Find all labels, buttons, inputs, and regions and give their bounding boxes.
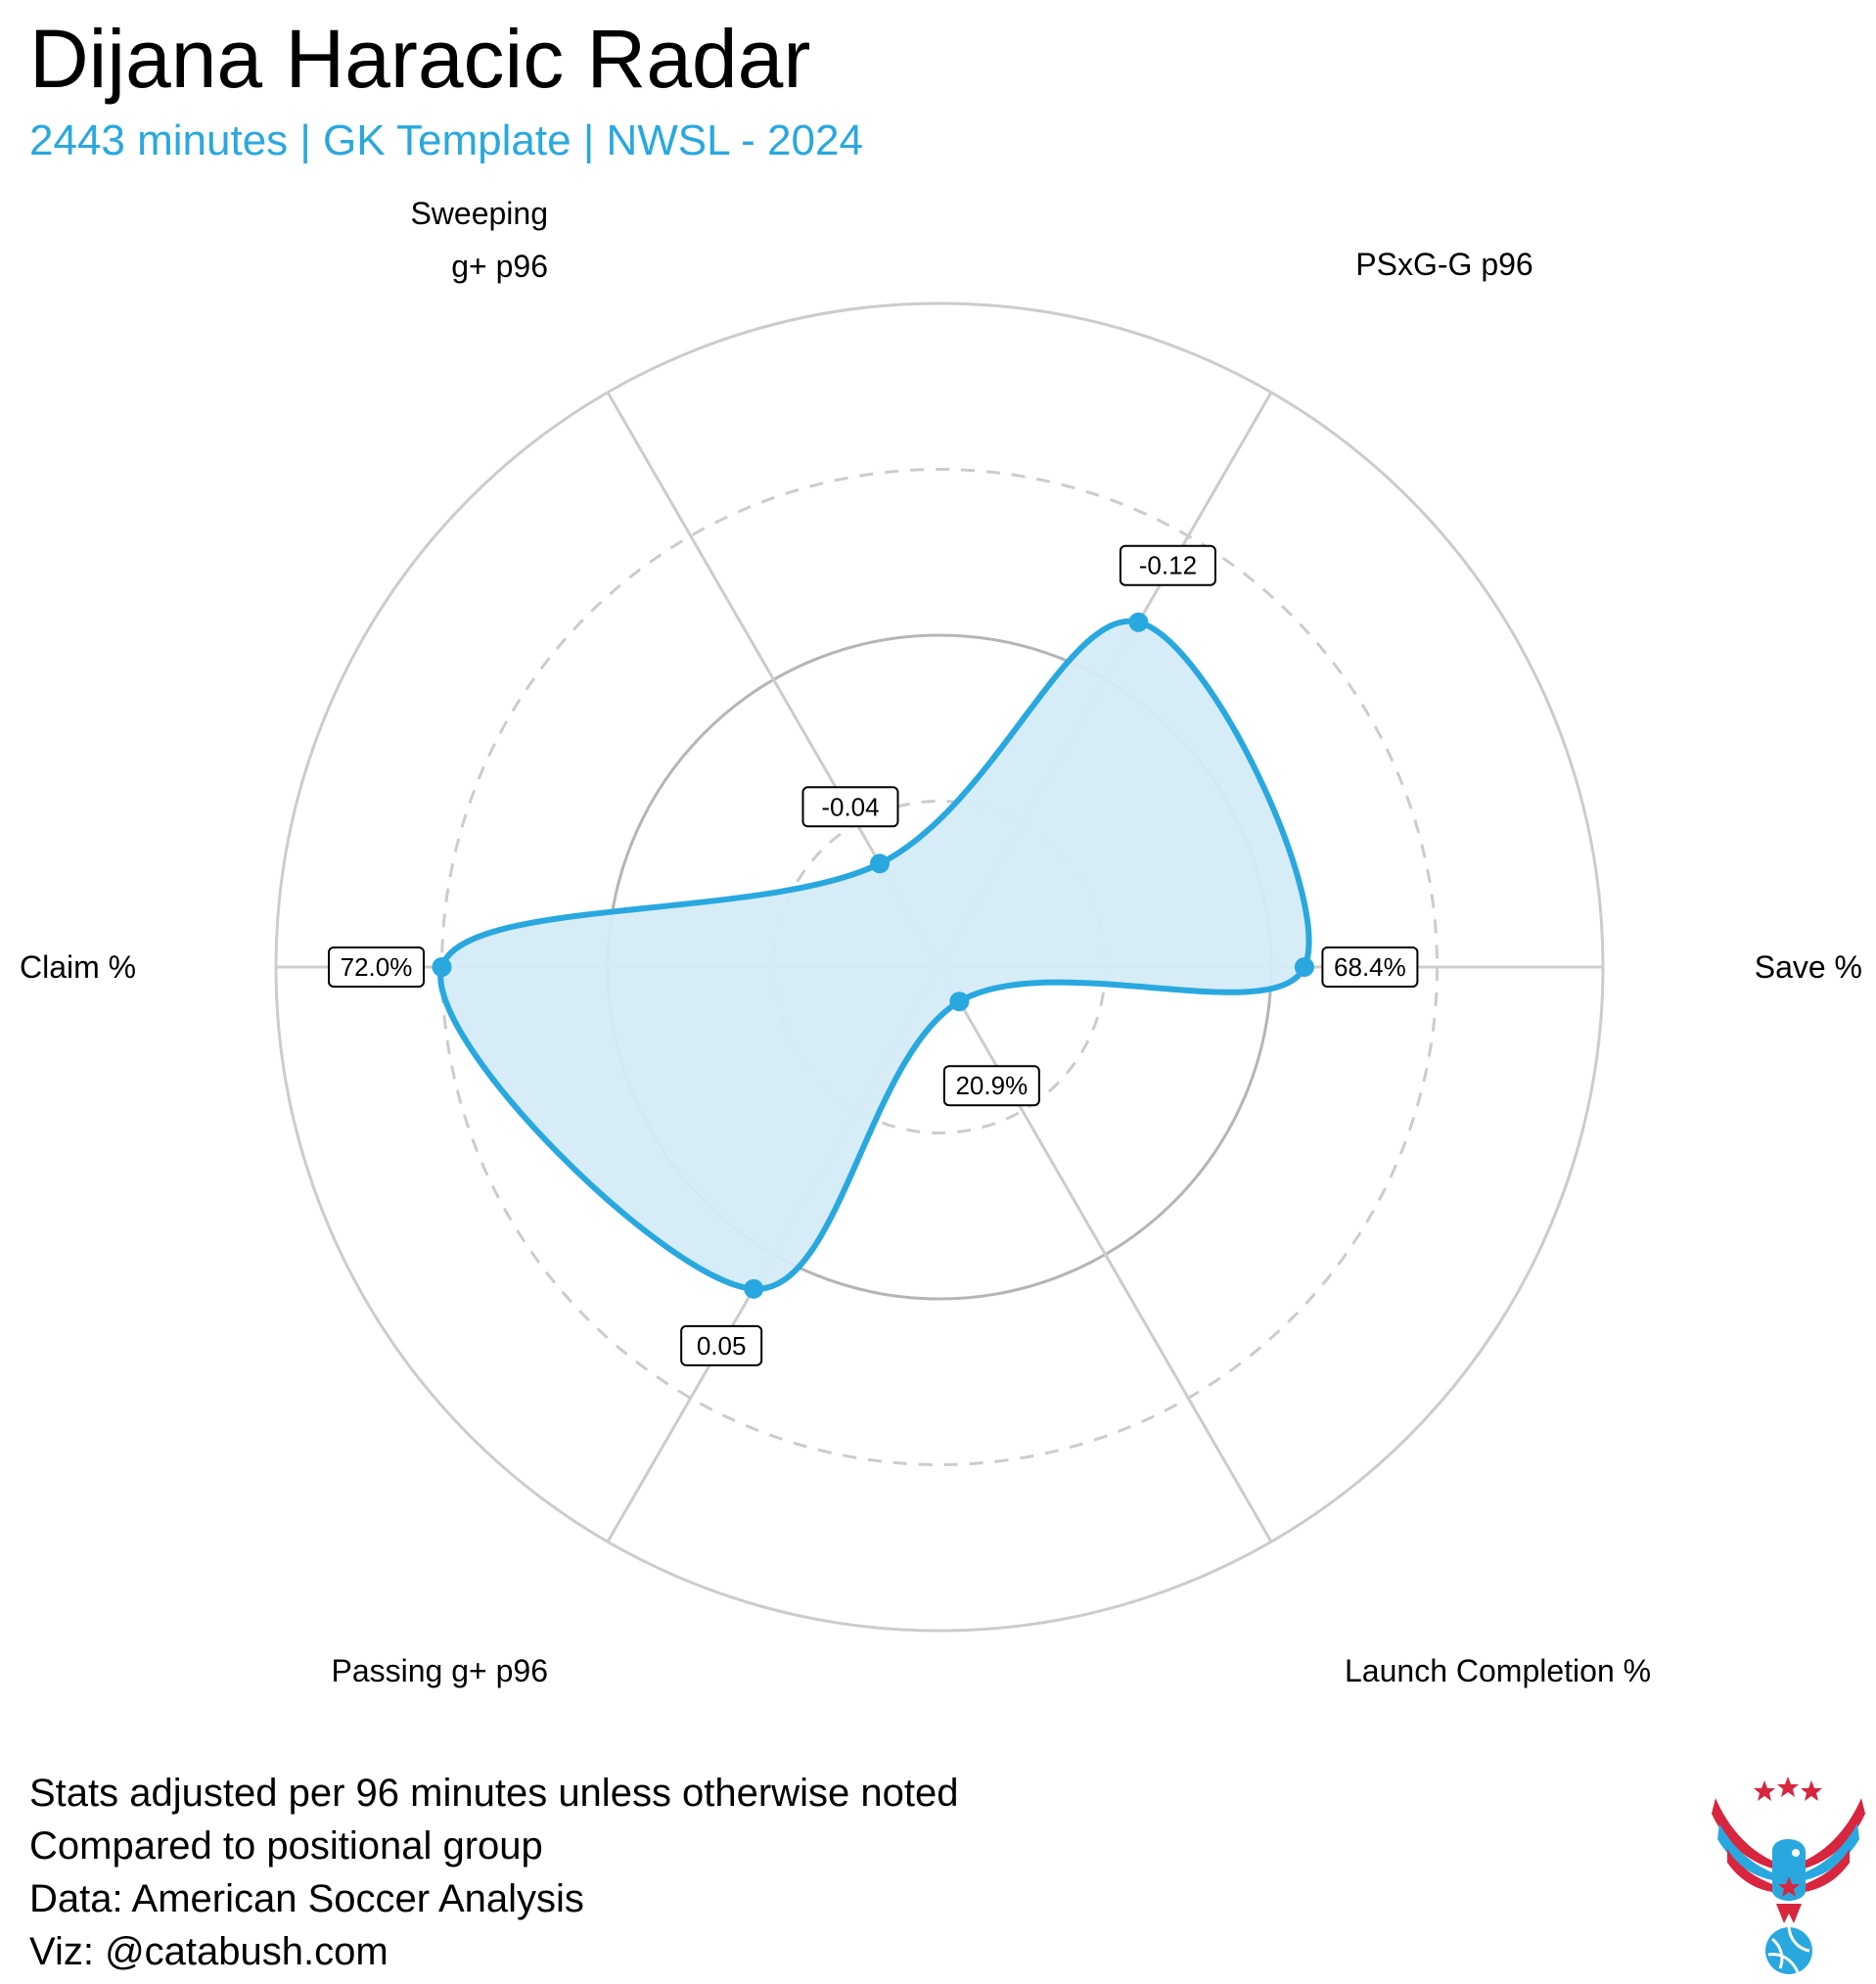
chart-title: Dijana Haracic Radar: [29, 13, 811, 105]
data-point: [869, 854, 890, 874]
data-point: [949, 992, 970, 1012]
value-label-text: -0.04: [821, 792, 879, 821]
value-label-text: 68.4%: [1334, 952, 1406, 982]
value-label-box: [328, 946, 425, 988]
radar-label-layer: 68.4% -0.12 -0.04 72.0% 0.05 20.9% Save % PSxG-…: [20, 196, 1862, 1688]
data-point: [744, 1278, 764, 1299]
axis-label-line: PSxG-G p96: [1355, 247, 1533, 282]
soccer-ball-icon: [1765, 1926, 1812, 1974]
wing-left-icon: [1712, 1798, 1772, 1892]
eagle-soccer-ball-logo: [1712, 1776, 1865, 1974]
data-point: [1128, 612, 1149, 632]
value-label-text: -0.12: [1139, 551, 1197, 580]
axis-label: Claim %: [20, 949, 136, 985]
value-label-box: [801, 786, 899, 828]
data-point: [1294, 957, 1314, 977]
note-line: Viz: @catabush.com: [29, 1930, 389, 1973]
value-label-box: [680, 1324, 763, 1366]
value-label-text: 0.05: [697, 1331, 747, 1361]
value-label: 72.0%: [328, 946, 425, 988]
shield-star-icon: [1778, 1876, 1800, 1897]
star-icon: [1754, 1780, 1775, 1801]
axis-line: [938, 966, 1273, 1543]
data-point: [432, 957, 452, 977]
axis-label-line: Passing g+ p96: [332, 1653, 549, 1688]
axis-label-line: g+ p96: [451, 249, 548, 284]
value-label-box: [1321, 946, 1419, 988]
value-label-box: [1119, 544, 1216, 586]
radar-series-area: [437, 618, 1312, 1292]
value-label: -0.12: [1119, 544, 1216, 586]
chart-subtitle: 2443 minutes | GK Template | NWSL - 2024: [29, 116, 863, 164]
axis-label: Save %: [1755, 949, 1862, 985]
chart-notes: Stats adjusted per 96 minutes unless oth…: [29, 1767, 958, 1978]
axis-label: Passing g+ p96: [332, 1653, 549, 1688]
radar-chart: 68.4% -0.12 -0.04 72.0% 0.05 20.9% Save % PSxG-…: [20, 196, 1862, 1688]
star-icon: [1801, 1780, 1822, 1801]
value-label: -0.04: [801, 786, 899, 828]
note-line: Compared to positional group: [29, 1824, 543, 1868]
axis-label-line: Save %: [1755, 949, 1862, 985]
axis-label-line: Claim %: [20, 949, 136, 985]
radar-shape-layer: [432, 612, 1314, 1299]
value-label-text: 72.0%: [341, 952, 413, 982]
axis-label-line: Sweeping: [410, 196, 548, 231]
note-line: Stats adjusted per 96 minutes unless oth…: [29, 1772, 959, 1815]
star-icon: [1777, 1776, 1799, 1797]
axis-label-line: Launch Completion %: [1345, 1653, 1651, 1688]
value-label: 68.4%: [1321, 946, 1419, 988]
value-label-text: 20.9%: [955, 1071, 1028, 1100]
value-label-box: [942, 1065, 1040, 1107]
value-label: 0.05: [680, 1324, 763, 1366]
axis-label: PSxG-G p96: [1355, 247, 1533, 282]
value-label: 20.9%: [942, 1065, 1040, 1107]
note-line: Data: American Soccer Analysis: [29, 1877, 584, 1920]
wing-right-icon: [1805, 1798, 1865, 1892]
axis-label: Sweeping g+ p96: [410, 196, 548, 284]
axis-label: Launch Completion %: [1345, 1653, 1651, 1688]
